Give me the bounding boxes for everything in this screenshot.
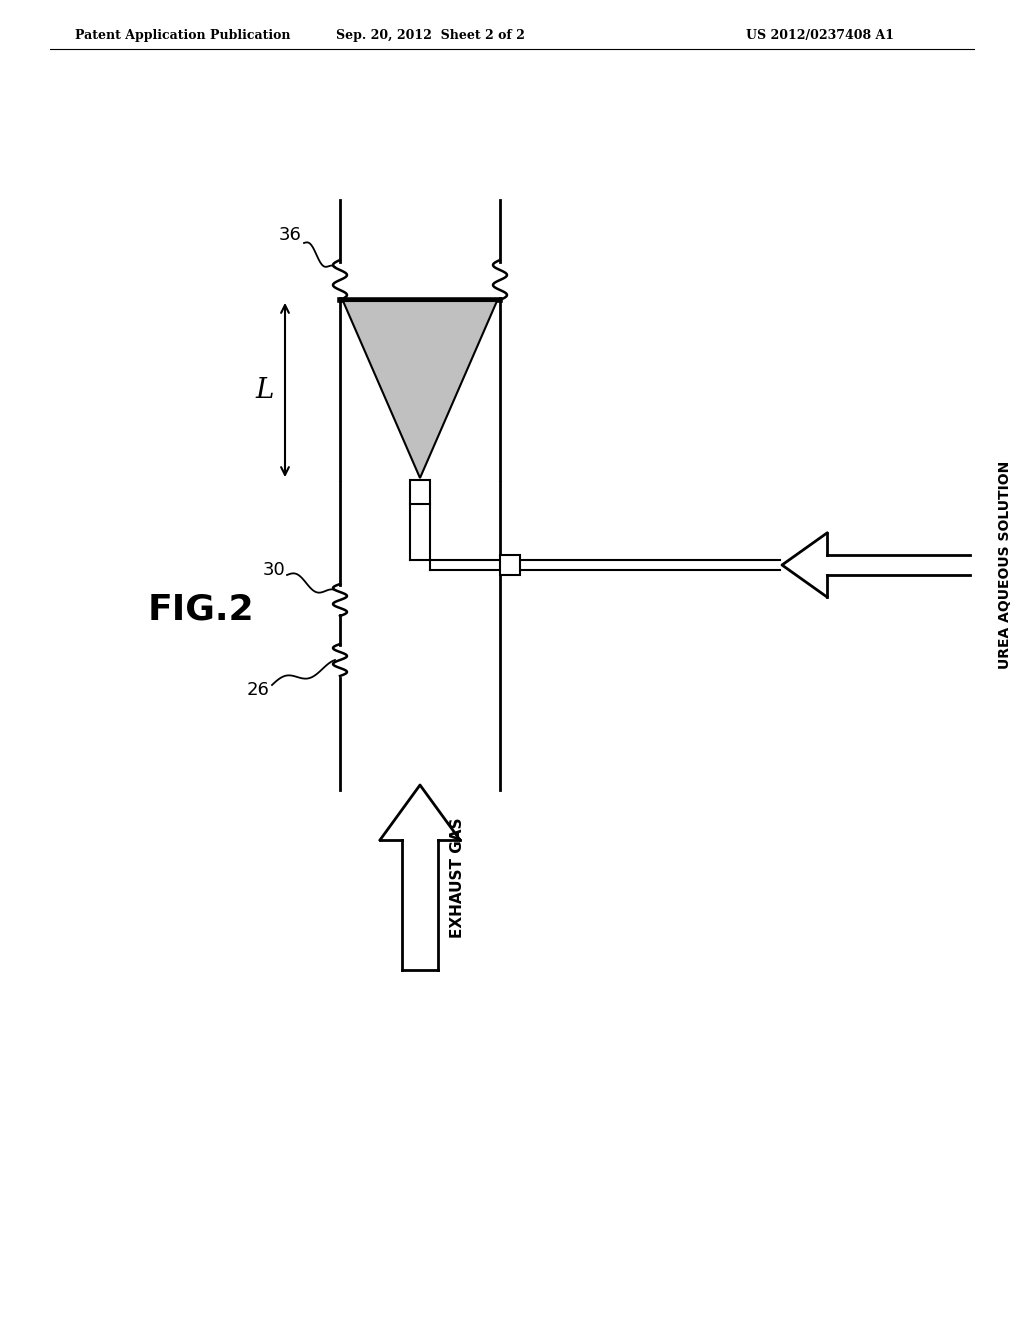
Text: 36: 36 (280, 226, 302, 244)
Text: EXHAUST GAS: EXHAUST GAS (450, 817, 465, 937)
Text: 26: 26 (247, 681, 270, 700)
Polygon shape (343, 301, 497, 478)
Text: Patent Application Publication: Patent Application Publication (75, 29, 291, 41)
Text: L: L (256, 376, 274, 404)
Text: FIG.2: FIG.2 (148, 593, 255, 627)
Bar (500, 554, 520, 576)
Text: UREA AQUEOUS SOLUTION: UREA AQUEOUS SOLUTION (998, 461, 1012, 669)
Text: 30: 30 (262, 561, 285, 579)
Text: US 2012/0237408 A1: US 2012/0237408 A1 (746, 29, 894, 41)
Text: Sep. 20, 2012  Sheet 2 of 2: Sep. 20, 2012 Sheet 2 of 2 (336, 29, 524, 41)
Bar (410, 480, 430, 504)
